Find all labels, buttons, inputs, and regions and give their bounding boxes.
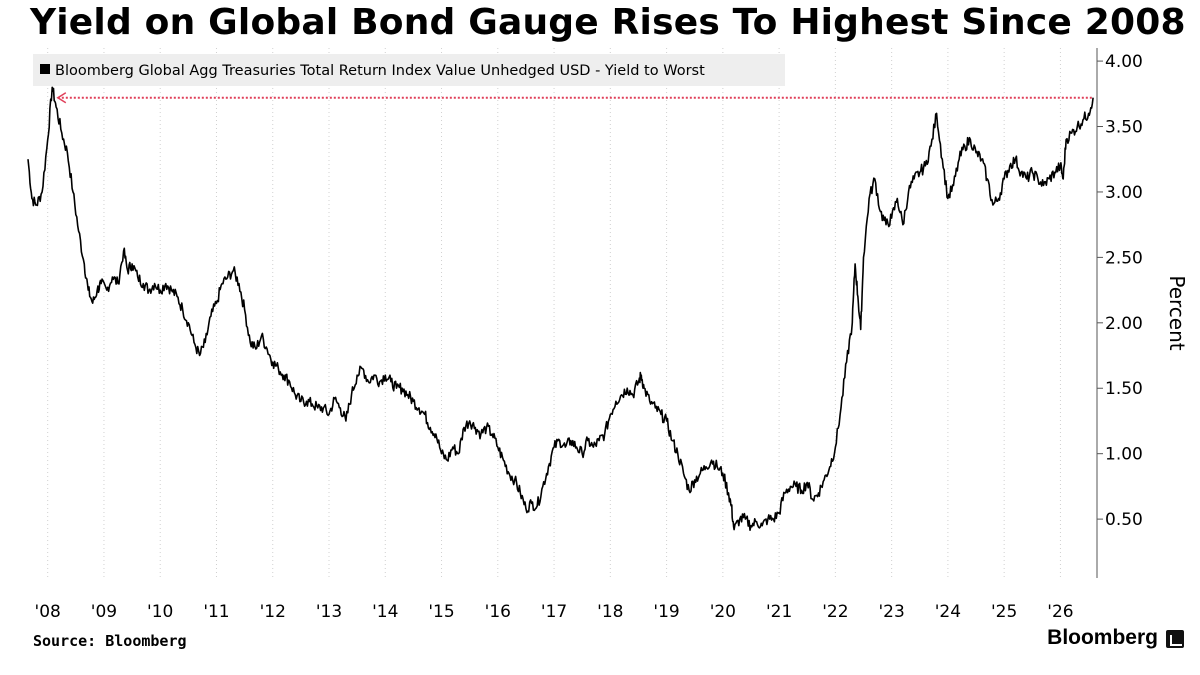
- x-tick-label: '19: [653, 602, 679, 622]
- y-axis-label: Percent: [1165, 275, 1189, 350]
- x-tick-label: '08: [35, 602, 61, 622]
- x-tick-label: '10: [147, 602, 173, 622]
- x-tick-label: '17: [541, 602, 567, 622]
- reference-arrow-icon: [56, 92, 67, 104]
- legend-label: Bloomberg Global Agg Treasuries Total Re…: [55, 63, 705, 79]
- x-tick-label: '24: [935, 602, 961, 622]
- chart-title: Yield on Global Bond Gauge Rises To High…: [30, 2, 1186, 43]
- source-note: Source: Bloomberg: [33, 632, 187, 650]
- legend-swatch: [40, 64, 50, 74]
- x-tick-label: '15: [428, 602, 454, 622]
- x-tick-label: '20: [710, 602, 736, 622]
- x-tick-label: '11: [203, 602, 229, 622]
- series-line: [27, 86, 1094, 531]
- x-tick-label: '09: [91, 602, 117, 622]
- legend-background: [33, 54, 785, 86]
- y-tick-label: 1.50: [1105, 379, 1143, 399]
- x-tick-label: '18: [597, 602, 623, 622]
- y-tick-label: 1.00: [1105, 445, 1143, 465]
- x-tick-label: '13: [316, 602, 342, 622]
- x-tick-label: '12: [260, 602, 286, 622]
- x-tick-label: '14: [372, 602, 398, 622]
- y-tick-label: 4.00: [1105, 52, 1143, 72]
- y-tick-label: 2.50: [1105, 248, 1143, 268]
- y-axis: 4.00 3.50 3.00 2.50 2.00 1.50 1.00 0.50 Percent: [1096, 48, 1189, 578]
- x-tick-label: '25: [991, 602, 1017, 622]
- x-tick-label: '21: [766, 602, 792, 622]
- grid-lines: [47, 48, 1061, 578]
- y-tick-label: 0.50: [1105, 510, 1143, 530]
- x-axis: '08 '09 '10 '11 '12 '13 '14 '15 '16 '17 '18 '19 '20 '…: [35, 602, 1074, 622]
- y-tick-label: 3.50: [1105, 118, 1143, 138]
- y-tick-label: 2.00: [1105, 314, 1143, 334]
- series-group: [27, 86, 1094, 531]
- x-tick-label: '23: [878, 602, 904, 622]
- brand-logo-text: Bloomberg: [1047, 626, 1158, 649]
- x-tick-label: '22: [822, 602, 848, 622]
- legend: Bloomberg Global Agg Treasuries Total Re…: [33, 54, 785, 86]
- x-tick-label: '26: [1047, 602, 1073, 622]
- reference-line-group: [56, 92, 1094, 104]
- bloomberg-terminal-icon: [1166, 630, 1184, 648]
- x-tick-label: '16: [485, 602, 511, 622]
- y-tick-label: 3.00: [1105, 183, 1143, 203]
